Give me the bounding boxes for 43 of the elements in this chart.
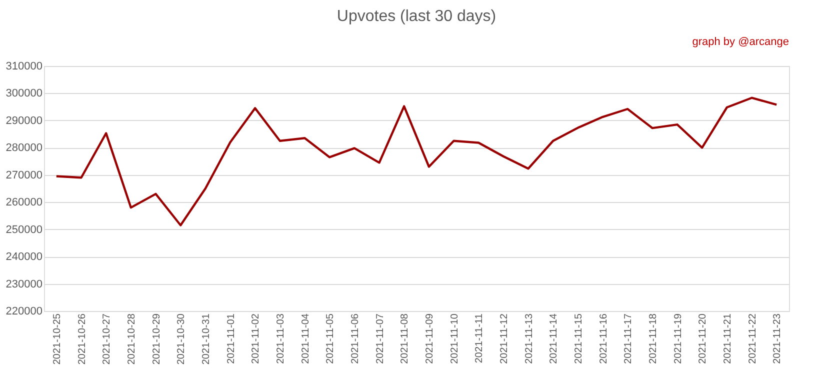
y-tick-label: 270000 [6, 169, 42, 182]
x-tick-label: 2021-11-03 [275, 313, 286, 364]
y-tick-label: 260000 [6, 196, 42, 209]
x-tick-label: 2021-10-25 [52, 313, 63, 365]
x-tick-label: 2021-10-30 [176, 313, 188, 365]
line-series [55, 96, 778, 226]
x-tick-label: 2021-11-07 [374, 313, 386, 364]
x-tick-label: 2021-11-16 [598, 313, 610, 364]
x-tick-label: 2021-11-11 [474, 313, 486, 364]
x-tick-label: 2021-11-18 [648, 313, 659, 364]
x-tick-label: 2021-11-12 [498, 313, 510, 364]
x-tick-label: 2021-11-06 [350, 313, 361, 364]
x-tick-label: 2021-11-04 [300, 313, 312, 364]
y-tick-label: 310000 [6, 60, 42, 72]
y-tick-label: 230000 [6, 278, 42, 290]
x-tick-label: 2021-11-22 [747, 313, 758, 364]
x-tick-label: 2021-10-31 [200, 313, 212, 365]
x-tick-label: 2021-11-21 [722, 313, 734, 364]
x-tick-label: 2021-11-09 [424, 313, 436, 364]
y-tick-label: 220000 [6, 306, 42, 318]
x-tick-label: 2021-11-17 [623, 313, 634, 364]
x-tick-label: 2021-11-20 [698, 313, 709, 364]
chart-title: Upvotes (last 30 days) [336, 8, 496, 25]
x-tick-label: 2021-10-26 [76, 313, 88, 365]
x-tick-label: 2021-10-29 [151, 313, 162, 365]
y-tick-label: 300000 [6, 88, 42, 100]
y-tick-label: 250000 [6, 224, 42, 236]
x-tick-label: 2021-11-08 [400, 313, 411, 364]
x-tick-label: 2021-11-13 [524, 313, 535, 364]
y-tick-label: 280000 [6, 142, 42, 154]
x-tick-label: 2021-11-23 [772, 313, 784, 364]
x-tick-label: 2021-10-27 [102, 313, 113, 365]
x-tick-label: 2021-11-15 [573, 313, 584, 364]
x-tick-label: 2021-11-02 [250, 313, 262, 364]
x-tick-label: 2021-11-14 [548, 313, 560, 364]
x-tick-label: 2021-11-10 [449, 313, 460, 364]
y-tick-label: 240000 [6, 251, 42, 264]
x-tick-label: 2021-11-19 [672, 313, 684, 364]
x-tick-label: 2021-10-28 [126, 313, 138, 365]
x-tick-label: 2021-11-01 [226, 313, 237, 364]
y-tick-label: 290000 [6, 114, 42, 127]
x-tick-label: 2021-11-05 [325, 313, 336, 364]
text: graph by @arcange [692, 36, 789, 48]
